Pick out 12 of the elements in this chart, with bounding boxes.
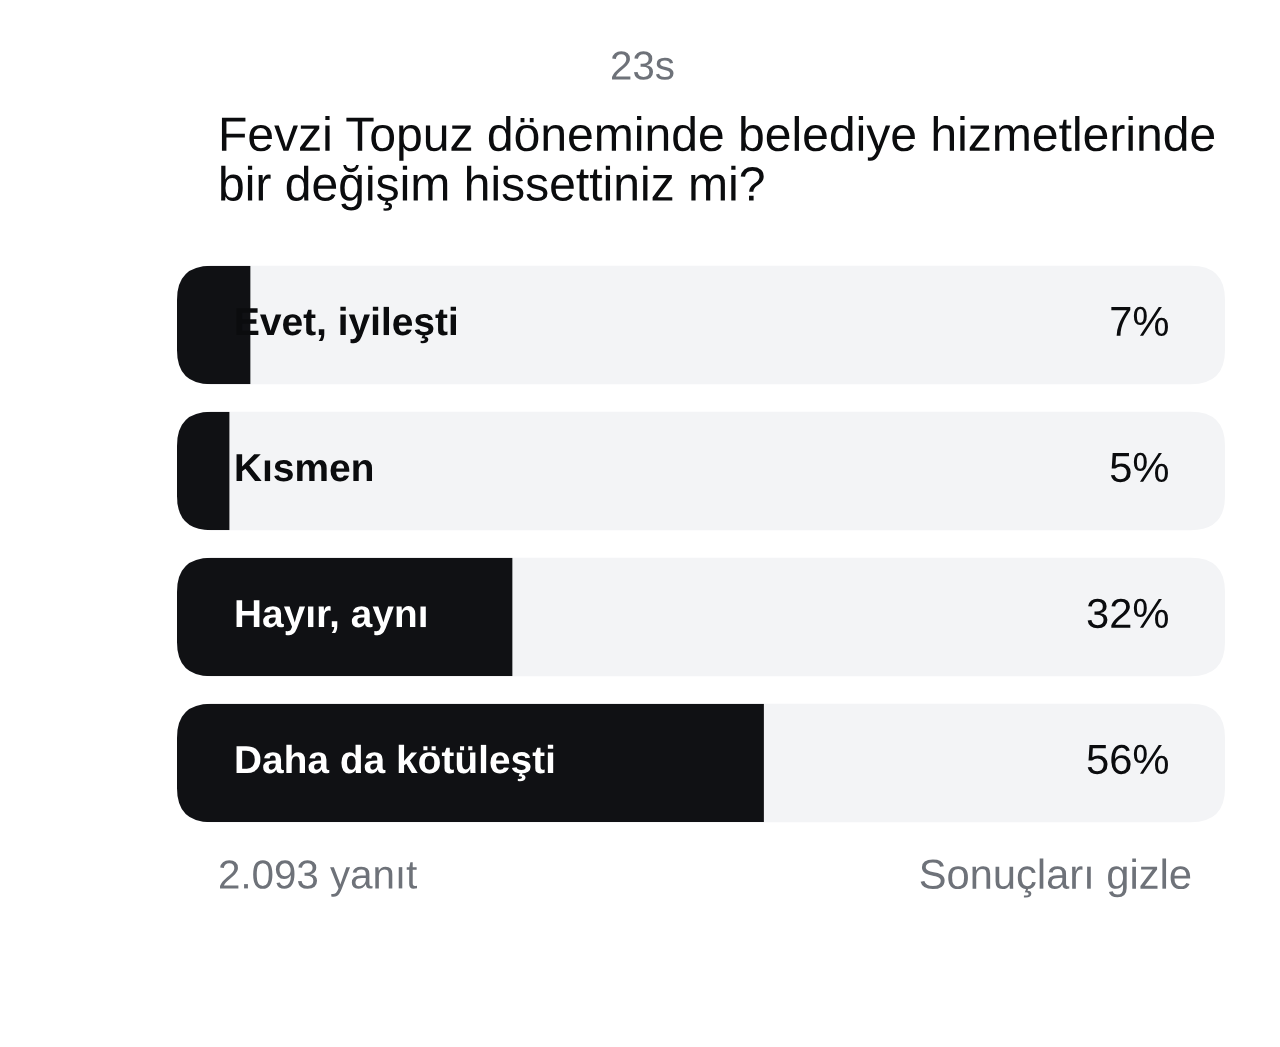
bar: [177, 411, 230, 531]
text: Sonuçları gizle: [920, 858, 1191, 898]
data-label: 32%: [1087, 598, 1168, 629]
data-label: 56%: [1087, 744, 1168, 775]
text: 2.093 yanıt: [220, 860, 418, 897]
chart-title: Fevzi Topuz döneminde belediye hizmetlerinde bir değişim hissettiniz mi?: [221, 116, 1215, 211]
y-tick-label: Kısmen: [236, 454, 373, 482]
data-label: 5%: [1110, 452, 1168, 483]
text: 23s: [612, 51, 674, 80]
y-tick-label: Daha da kötüleşti: [236, 744, 554, 782]
y-tick-label: Hayır, aynı: [236, 600, 426, 636]
data-label: 7%: [1111, 306, 1168, 337]
